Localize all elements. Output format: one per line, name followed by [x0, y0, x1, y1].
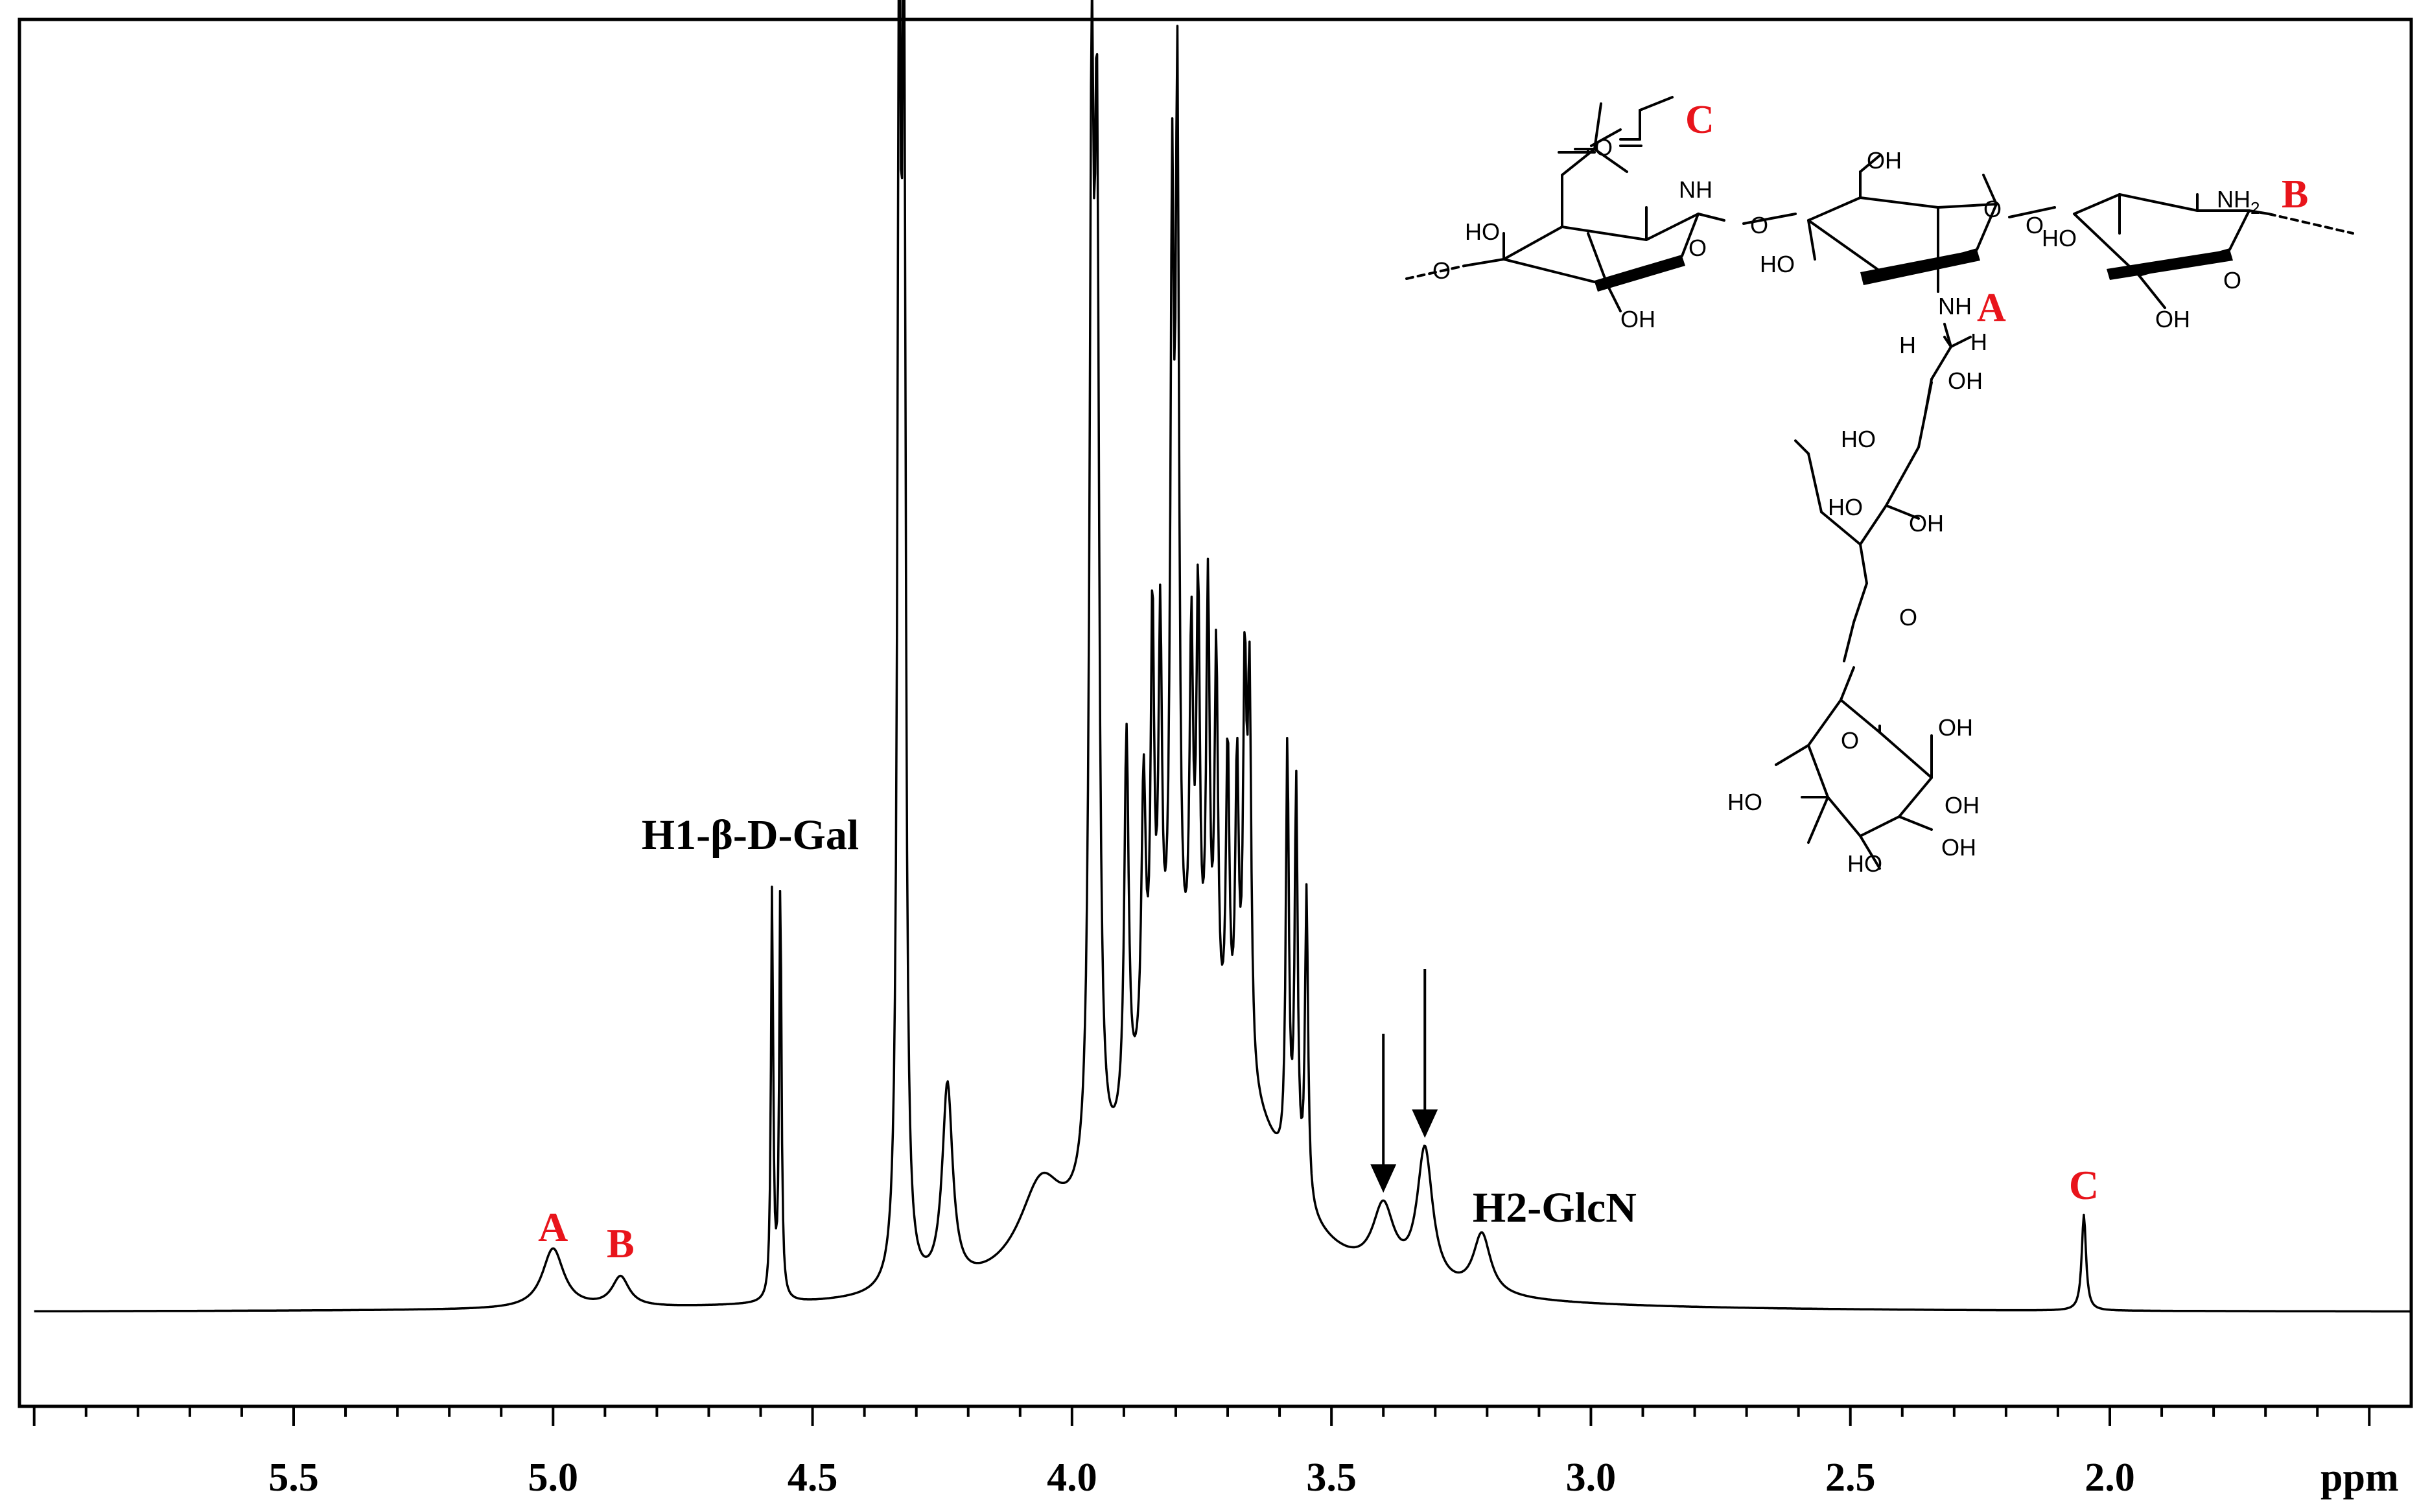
peak-arrow	[1412, 969, 1438, 1138]
peak-annotation: A	[538, 1204, 568, 1250]
atom-label-oh-3: OH	[1948, 367, 1983, 394]
x-tick-label: 4.5	[788, 1456, 838, 1500]
x-tick-label: 5.5	[268, 1456, 319, 1500]
peak-arrow	[1370, 1034, 1397, 1193]
atom-label-nh-1: NH	[1679, 176, 1712, 203]
peak-annotation: H1-β-D-Gal	[642, 811, 859, 859]
peak-annotations: A B H1-β-D-Gal H2-GlcN C	[538, 811, 2099, 1266]
x-tick-label: 3.0	[1566, 1456, 1617, 1500]
ring-3	[1807, 699, 1933, 837]
atom-label-o-link-3: O	[1899, 604, 1917, 631]
x-tick-label: 4.0	[1047, 1456, 1097, 1500]
x-tick-label: 5.0	[528, 1456, 579, 1500]
x-tick-label: 2.0	[2085, 1456, 2135, 1500]
atom-label-o-link-1: O	[1750, 212, 1768, 238]
atom-label-o-left: O	[1432, 257, 1451, 284]
atom-label-o-ring-1: O	[1689, 235, 1707, 261]
spectrum-trace	[34, 0, 2411, 1313]
atom-label-oh-6: OH	[1938, 714, 1973, 741]
ring-4-bold-edge	[2107, 250, 2233, 280]
chain-end-left	[1405, 264, 1466, 280]
chemical-structure-labels: O NH HO O OH O O OH O HO NH H H OH O HO …	[1432, 98, 2308, 877]
structure-site-label-c: C	[1685, 98, 1714, 142]
peak-arrows	[1370, 969, 1438, 1193]
atom-label-ho-1: HO	[1465, 218, 1500, 245]
plot-frame	[18, 17, 2413, 1408]
atom-label-oh-2: OH	[1867, 147, 1902, 174]
atom-label-oh-7: OH	[1945, 792, 1980, 819]
structure-site-label-a: A	[1977, 286, 2006, 330]
atom-label-ho-5: HO	[1828, 494, 1863, 520]
atom-label-ho-2: HO	[1760, 251, 1795, 277]
x-axis-label: ppm	[2320, 1456, 2399, 1500]
x-axis-ticks	[32, 1406, 2371, 1426]
atom-label-ho-7: HO	[1847, 850, 1882, 877]
atom-label-oh-4: OH	[2155, 306, 2190, 332]
atom-label-h-2: H	[1970, 329, 1987, 355]
x-tick-label: 2.5	[1825, 1456, 1876, 1500]
atom-label-ho-4: HO	[1841, 426, 1876, 452]
x-tick-label: 3.5	[1306, 1456, 1357, 1500]
atom-label-o-link-2: O	[2026, 212, 2044, 238]
chain-end-right	[2267, 213, 2354, 235]
structure-site-label-b: B	[2282, 172, 2308, 216]
ring-2-bold-edge	[1860, 250, 1980, 285]
atom-label-oh-1: OH	[1620, 306, 1655, 332]
chemical-structure	[1405, 96, 2354, 870]
atom-label-h-1: H	[1899, 332, 1916, 358]
ring-1-bold-edge	[1595, 256, 1685, 292]
peak-annotation: C	[2069, 1162, 2099, 1208]
atom-label-ho-3: HO	[2042, 225, 2077, 251]
atom-label-oh-5: OH	[1909, 510, 1944, 537]
peak-annotation: H2-GlcN	[1473, 1184, 1637, 1231]
atom-label-oh-8: OH	[1941, 834, 1976, 861]
atom-label-o-ring-3: O	[1841, 727, 1859, 754]
peak-annotation: B	[607, 1220, 635, 1266]
atom-label-o-ring-4: O	[2223, 267, 2241, 294]
atom-label-ho-6: HO	[1727, 789, 1762, 815]
atom-label-o-carbonyl: O	[1595, 134, 1613, 161]
atom-label-nh2: NH2	[2217, 186, 2260, 218]
atom-label-nh-2: NH	[1938, 293, 1972, 320]
open-chain	[1852, 381, 1933, 623]
atom-label-o-ring-2: O	[1983, 196, 2002, 222]
x-axis-tick-labels: 5.5 5.0 4.5 4.0 3.5 3.0 2.5 2.0	[268, 1456, 2135, 1500]
